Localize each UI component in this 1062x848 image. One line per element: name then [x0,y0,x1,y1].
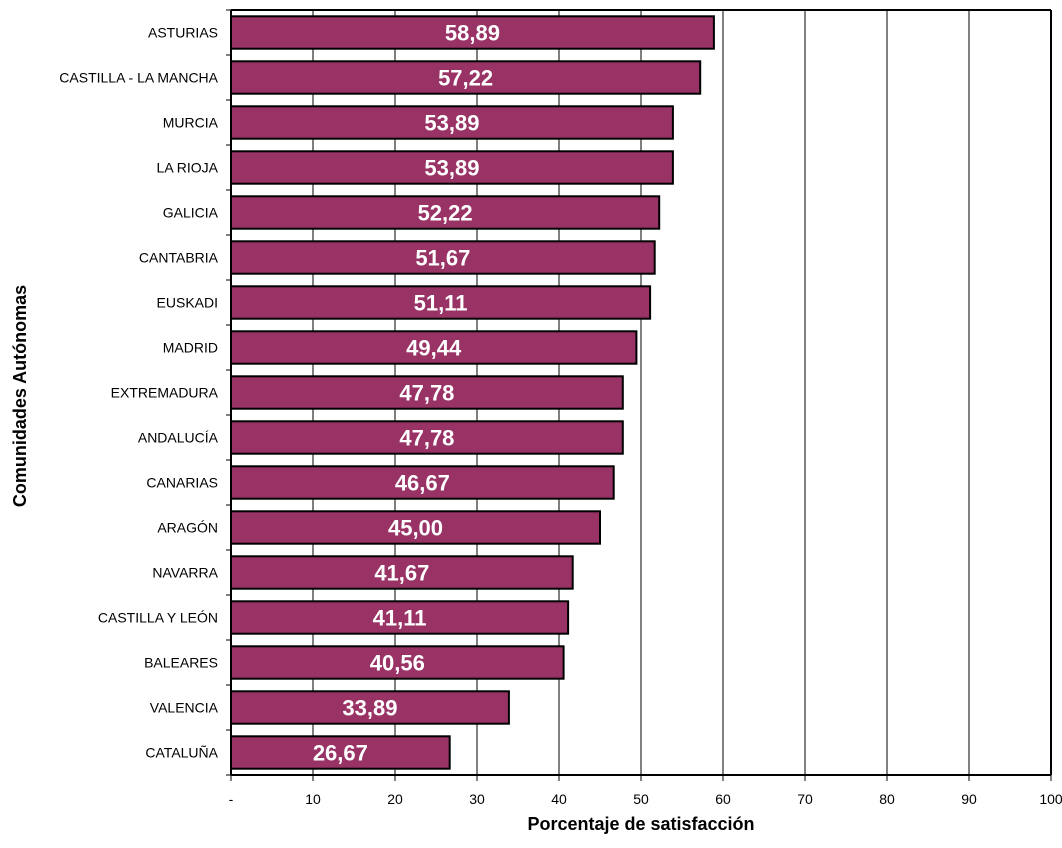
bar-value-label: 53,89 [424,111,479,136]
category-label: CANTABRIA [139,250,219,266]
bar [230,285,652,320]
bar-value-label: 57,22 [438,66,493,91]
x-tick-label: 60 [715,791,731,807]
category-label: VALENCIA [150,700,219,716]
x-tick-label: 20 [387,791,403,807]
category-label: NAVARRA [152,565,218,581]
bar-value-label: 45,00 [388,516,443,541]
category-label: ARAGÓN [157,520,218,536]
bar-value-label: 47,78 [399,426,454,451]
category-label: GALICIA [163,205,219,221]
bar-value-label: 49,44 [406,336,462,361]
category-label: CATALUÑA [145,745,218,761]
category-label: EXTREMADURA [111,385,219,401]
bar [230,555,574,590]
bar [230,735,451,770]
bar-value-label: 41,11 [373,606,427,631]
x-tick-label: 40 [551,791,567,807]
category-label: MURCIA [163,115,219,131]
category-label: LA RIOJA [157,160,219,176]
x-tick-label: 70 [797,791,813,807]
category-label: CASTILLA - LA MANCHA [59,70,218,86]
bar-value-label: 51,67 [415,246,470,271]
category-label: CASTILLA Y LEÓN [98,610,218,626]
x-tick-label: 90 [961,791,977,807]
x-tick-labels: - 10 20 30 40 50 60 70 80 90 100 [229,791,1062,807]
bar-value-label: 41,67 [374,561,429,586]
axes [226,9,1052,781]
bar [230,150,674,185]
bar-value-label: 58,89 [445,21,500,46]
bar-value-label: 47,78 [399,381,454,406]
x-tick-label: 80 [879,791,895,807]
bar-value-label: 52,22 [418,201,473,226]
bar [230,600,570,635]
bar-value-label: 53,89 [424,156,479,181]
bar [230,195,661,230]
bar [230,465,615,500]
x-tick-label: 50 [633,791,649,807]
x-axis-title: Porcentaje de satisfacción [527,814,754,834]
bar-value-label: 40,56 [370,651,425,676]
x-tick-label: 100 [1039,791,1062,807]
category-label: MADRID [163,340,218,356]
category-label: ANDALUCÍA [138,430,219,446]
category-label: BALEARES [144,655,218,671]
x-tick-label: 10 [305,791,321,807]
bar [230,15,715,50]
category-label: EUSKADI [157,295,218,311]
x-tick-label: 30 [469,791,485,807]
bar-value-label: 26,67 [313,741,368,766]
category-label: CANARIAS [146,475,218,491]
bar [230,375,624,410]
bar [230,60,702,95]
bar-value-label: 33,89 [342,696,397,721]
bar-value-label: 51,11 [414,291,468,316]
bar-value-label: 46,67 [395,471,450,496]
category-labels: ASTURIAS CASTILLA - LA MANCHA MURCIA LA RIO… [59,25,218,761]
bar [230,105,674,140]
bar [230,330,638,365]
bar [230,510,601,545]
bar [230,240,656,275]
x-tick-label: - [229,791,234,807]
y-axis-title: Comunidades Autónomas [10,285,30,507]
category-label: ASTURIAS [148,25,218,41]
